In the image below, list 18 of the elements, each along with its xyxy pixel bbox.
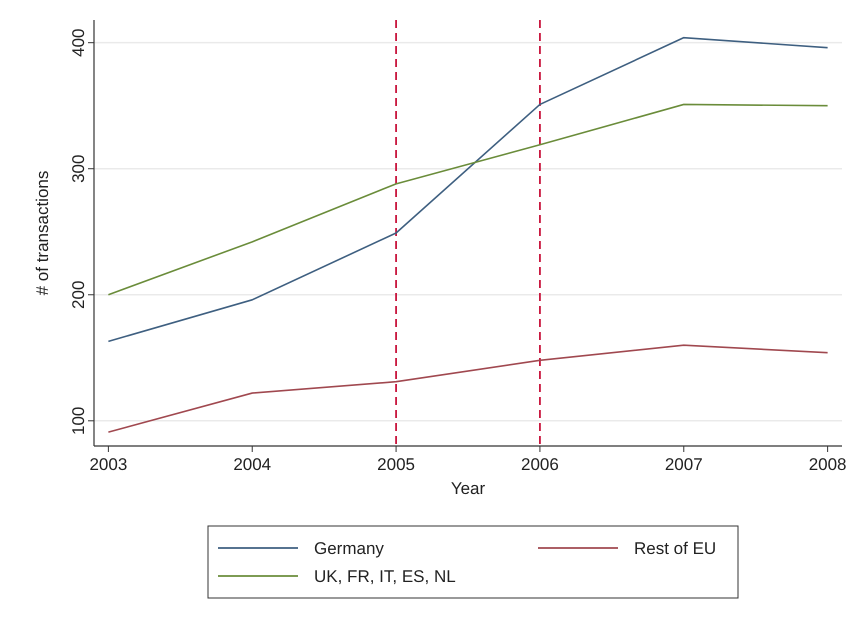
line-series [108, 344, 828, 433]
x-axis-title: Year [450, 479, 486, 498]
x-tick-label: 2006 [521, 455, 559, 474]
y-tick-label: 100 [69, 406, 88, 435]
x-tick-label: 2003 [89, 455, 128, 474]
line-series [108, 36, 828, 342]
line-series [108, 104, 828, 296]
y-tick-label: 300 [69, 154, 88, 183]
y-axis-title: # of transactions [33, 170, 52, 296]
legend-label: UK, FR, IT, ES, NL [314, 567, 456, 586]
x-tick-label: 2005 [377, 455, 415, 474]
legend-label: Rest of EU [634, 539, 716, 558]
y-tick-label: 400 [69, 28, 88, 57]
x-tick-label: 2008 [808, 455, 847, 474]
y-tick-label: 200 [69, 280, 88, 309]
x-tick-label: 2007 [664, 455, 703, 474]
x-tick-label: 2004 [233, 455, 272, 474]
legend-label: Germany [314, 539, 384, 558]
